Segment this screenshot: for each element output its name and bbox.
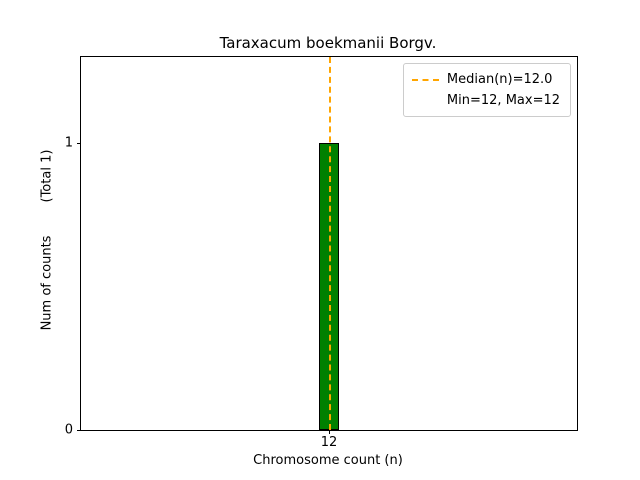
y-tick-label: 1: [64, 135, 73, 151]
x-tick-label: 12: [320, 435, 338, 450]
y-tick-label: 0: [64, 422, 73, 438]
legend: Median(n)=12.0 Min=12, Max=12: [402, 63, 571, 117]
legend-item: Min=12, Max=12: [412, 90, 560, 111]
median-line: [329, 57, 331, 430]
legend-item: Median(n)=12.0: [411, 69, 560, 90]
legend-item-label: Median(n)=12.0: [446, 72, 553, 87]
bar: [319, 143, 339, 430]
legend-item-label: Min=12, Max=12: [446, 93, 560, 108]
dashed-line-icon: [411, 78, 439, 81]
y-tick-mark: [77, 430, 81, 431]
plot-area: 12 0 1 Median(n)=12.0 Min=12, Max=12: [65, 56, 578, 450]
y-axis-label: Num of counts (Total 1): [39, 149, 55, 331]
x-axis-label: Chromosome count (n): [253, 453, 403, 468]
y-tick-mark: [77, 143, 81, 145]
chart-title: Taraxacum boekmanii Borgv.: [219, 34, 437, 52]
x-tick-mark: [329, 430, 330, 434]
